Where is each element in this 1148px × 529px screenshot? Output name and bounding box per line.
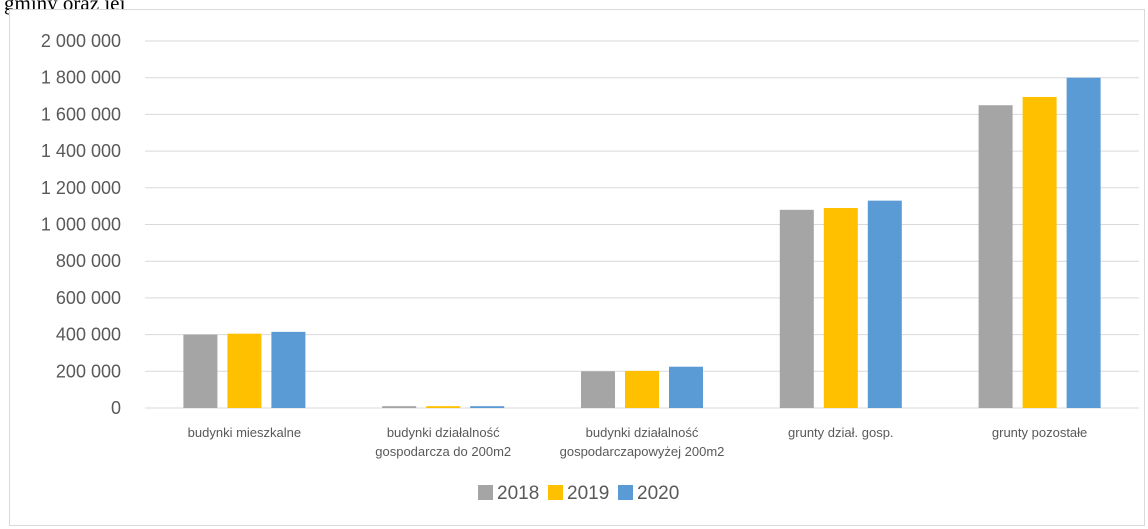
bar-2020-2 [669,366,703,408]
bar-2019-3 [823,207,858,408]
y-tick-label: 2 000 000 [41,31,121,51]
legend-label-2019: 2019 [567,483,609,504]
bars [183,77,1101,408]
x-tick-label: budynki mieszkalne [188,425,301,440]
x-axis-labels: budynki mieszkalne budynki działalność gos… [188,425,1088,459]
y-tick-label: 1 600 000 [41,104,121,124]
legend-swatch-2018 [478,485,493,500]
y-tick-label: 1 400 000 [41,141,121,161]
bar-2019-0 [227,333,262,408]
y-tick-label: 800 000 [56,251,121,271]
bar-2018-1 [382,406,417,408]
legend-label-2020: 2020 [637,483,679,504]
bar-2018-3 [779,209,814,408]
x-tick-label: grunty pozostałe [992,425,1087,440]
bar-2019-1 [426,406,461,408]
x-tick-label: budynki działalność gospodarcza do 200m2 [375,425,511,459]
y-tick-label: 1 200 000 [41,178,121,198]
y-tick-label: 1 800 000 [41,68,121,88]
y-tick-label: 400 000 [56,325,121,345]
legend-label-2018: 2018 [497,483,539,504]
y-tick-label: 0 [111,398,121,418]
bar-2018-0 [183,334,218,408]
y-tick-label: 200 000 [56,361,121,381]
chart-frame: 0 200 000 400 000 600 000 800 000 1 000 000 1 … [9,9,1145,526]
legend-swatch-2019 [548,485,563,500]
bar-2020-1 [470,406,505,408]
x-tick-label: grunty dział. gosp. [788,425,894,440]
bar-2019-2 [625,370,659,408]
bar-2018-4 [978,105,1013,408]
legend: 2018 2019 2020 [478,483,679,504]
bar-2020-3 [867,200,902,408]
legend-swatch-2020 [618,485,633,500]
y-axis-ticks: 0 200 000 400 000 600 000 800 000 1 000 000 1 … [41,31,121,418]
bar-2020-4 [1066,77,1101,408]
y-tick-label: 1 000 000 [41,215,121,235]
y-tick-label: 600 000 [56,288,121,308]
bar-2019-4 [1022,96,1057,408]
x-tick-label: budynki działalność gospodarczapowyżej 20… [560,425,725,459]
bar-chart: 0 200 000 400 000 600 000 800 000 1 000 000 1 … [41,31,1139,504]
bar-2020-0 [271,331,306,408]
bar-2018-2 [581,371,615,408]
